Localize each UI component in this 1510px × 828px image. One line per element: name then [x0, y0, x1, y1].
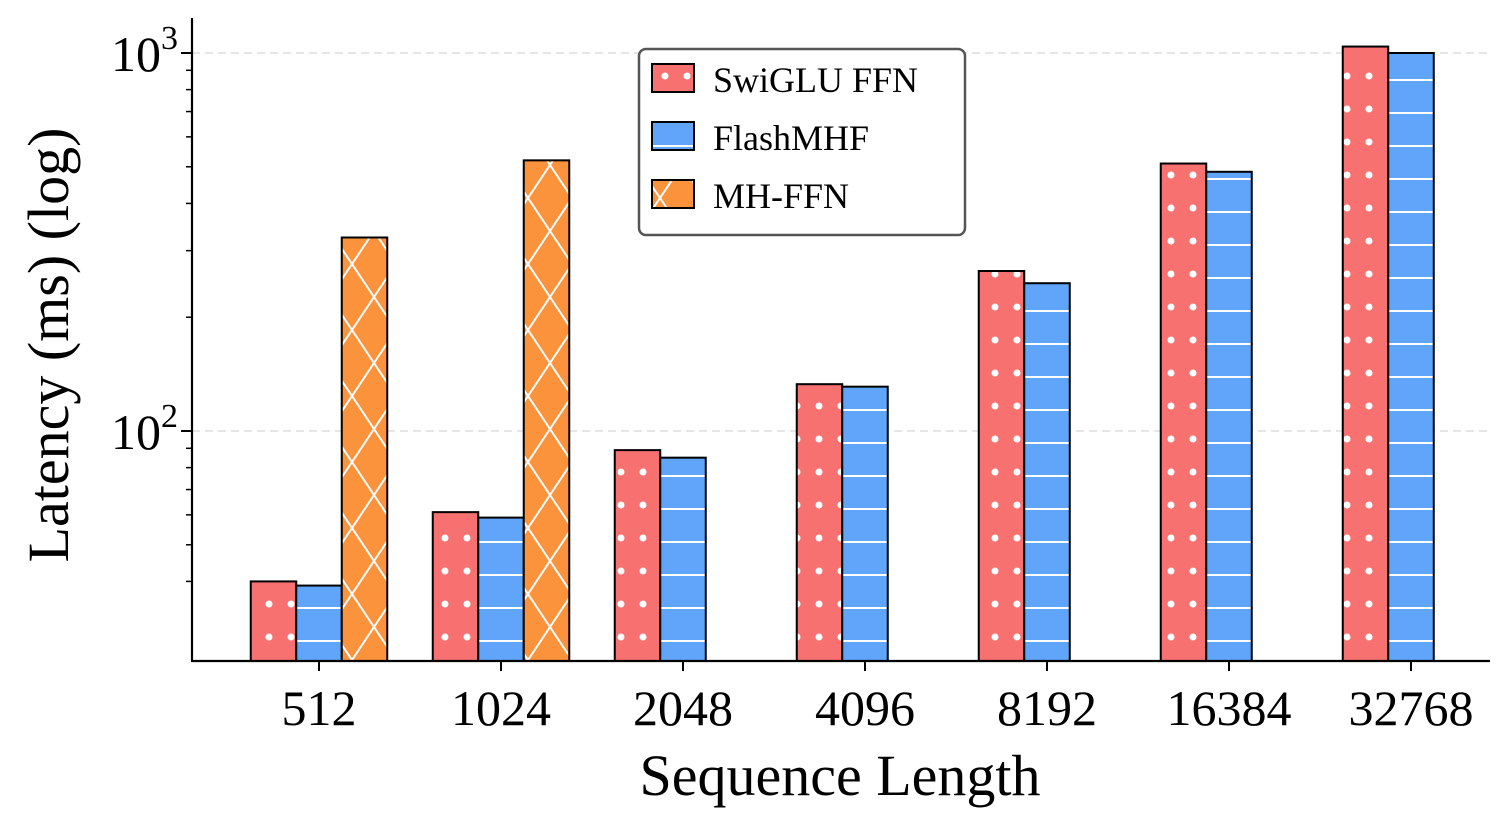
bar-flashmhf-8192 — [1023, 282, 1071, 662]
bar-swiglu-ffn-2048 — [613, 449, 662, 662]
bar-swiglu-ffn-16384 — [1159, 162, 1208, 662]
legend-label-flashmhf: FlashMHF — [713, 118, 869, 158]
x-tick-label-8192: 8192 — [997, 680, 1097, 736]
bar-swiglu-ffn-32768 — [1341, 45, 1390, 662]
legend-frame — [637, 47, 967, 237]
y-axis-title: Latency (ms) (log) — [16, 128, 81, 563]
bar-flashmhf-512 — [295, 584, 343, 662]
x-tick-label-512: 512 — [282, 680, 357, 736]
x-tick-label-4096: 4096 — [815, 680, 915, 736]
bar-flashmhf-1024 — [477, 516, 525, 662]
y-tick-label-0: 102 — [111, 398, 178, 460]
x-tick-label-32768: 32768 — [1349, 680, 1474, 736]
bar-flashmhf-32768 — [1387, 52, 1435, 662]
x-axis-title: Sequence Length — [639, 743, 1040, 808]
bars — [249, 45, 1435, 663]
legend-swatch-swiglu — [651, 63, 695, 93]
bar-flashmhf-16384 — [1205, 170, 1253, 663]
gridlines — [192, 52, 1490, 432]
x-tick-label-1024: 1024 — [451, 680, 551, 736]
bar-flashmhf-4096 — [841, 385, 889, 662]
y-tick-label-1: 103 — [111, 20, 178, 82]
bar-flashmhf-2048 — [659, 456, 707, 663]
x-tick-label-2048: 2048 — [633, 680, 733, 736]
legend-label-mhffn: MH-FFN — [713, 176, 849, 216]
legend-swatch-mhffn — [651, 179, 695, 209]
x-tick-label-16384: 16384 — [1167, 680, 1292, 736]
bar-mh-ffn-512 — [340, 236, 389, 662]
bar-swiglu-ffn-512 — [249, 580, 298, 662]
axes — [181, 18, 1490, 671]
legend-label-swiglu: SwiGLU FFN — [713, 60, 918, 100]
x-tick-labels: 512 1024 2048 4096 8192 16384 32768 — [282, 680, 1474, 736]
legend: SwiGLU FFN FlashMHF MH-FFN — [637, 47, 967, 237]
legend-swatch-flashmhf — [651, 121, 695, 151]
y-tick-labels: 102 103 — [111, 20, 178, 460]
bar-swiglu-ffn-4096 — [795, 383, 844, 662]
bar-mh-ffn-1024 — [522, 159, 571, 662]
bar-swiglu-ffn-8192 — [977, 270, 1026, 662]
bar-swiglu-ffn-1024 — [431, 511, 480, 662]
